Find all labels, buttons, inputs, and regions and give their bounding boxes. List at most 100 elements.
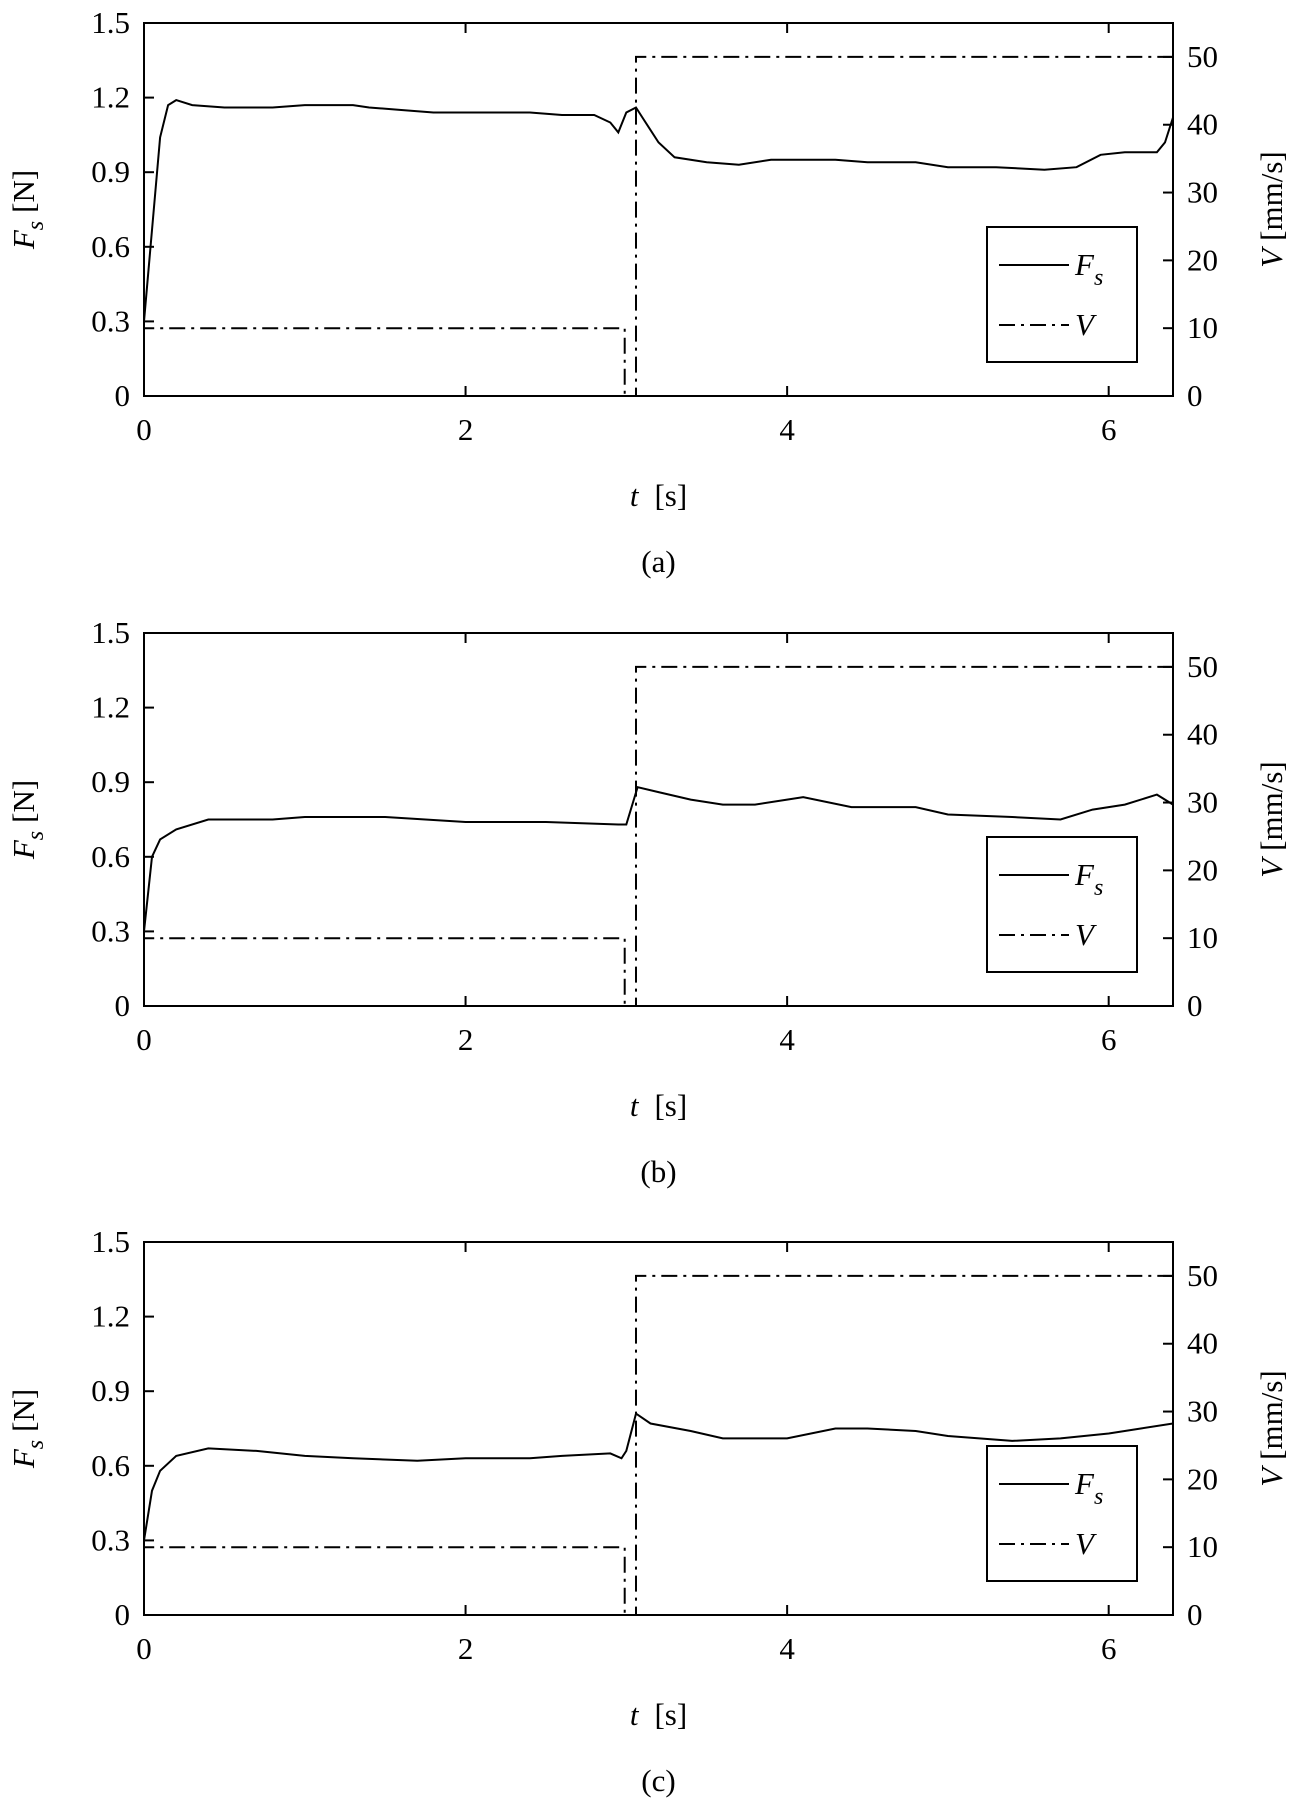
legend-label-name: F: [1074, 857, 1095, 892]
y-axis-label-unit: [N]: [6, 170, 41, 213]
y-axis-label-sub: s: [23, 831, 49, 840]
y2-axis-label-var: V: [1254, 856, 1289, 878]
series-line: [144, 665, 1173, 1007]
y2-tick-label: 40: [1187, 717, 1218, 752]
legend-label-sub: s: [1094, 265, 1103, 291]
y-axis-label: Fs [N]: [6, 780, 49, 860]
y-axis-label-sub: s: [23, 221, 49, 230]
chart-panel: 0 2 4 6 0 0.3 0.6 0.9 1.2 1.5 0 10 20 30 40 50 t [s] (c) Fs…: [6, 1224, 1289, 1798]
panel-caption: (c): [641, 1763, 675, 1798]
x-axis-label-var: t: [630, 1088, 640, 1123]
y-axis-label-unit: [N]: [6, 1389, 41, 1432]
y-axis-label-sub: s: [23, 1440, 49, 1449]
y2-tick-label: 20: [1187, 242, 1218, 277]
series-line: [144, 1411, 1173, 1541]
y-axis-label: Fs [N]: [6, 170, 49, 250]
legend-label: Fs: [1074, 857, 1103, 901]
y-tick-label: 0: [115, 378, 131, 413]
y2-axis-label-var: V: [1254, 1465, 1289, 1487]
y2-tick-label: 20: [1187, 1461, 1218, 1496]
legend-box: [986, 1445, 1138, 1582]
legend-label-name: F: [1074, 247, 1095, 282]
y-axis-label: Fs [N]: [6, 1389, 49, 1469]
y2-tick-label: 10: [1187, 310, 1218, 345]
x-tick-label: 2: [458, 412, 474, 447]
x-axis-label: t [s]: [630, 478, 687, 513]
y2-axis-label-var: V: [1254, 246, 1289, 268]
y-tick-label: 1.2: [91, 690, 130, 725]
y2-tick-label: 30: [1187, 1394, 1218, 1429]
legend-label: V: [1075, 1526, 1097, 1561]
x-tick-label: 4: [779, 1022, 795, 1057]
legend-label: V: [1075, 917, 1097, 952]
chart-panel: 0 2 4 6 0 0.3 0.6 0.9 1.2 1.5 0 10 20 30 40 50 t [s] (a) Fs…: [6, 5, 1289, 579]
legend-label: Fs: [1074, 1466, 1103, 1510]
y2-tick-label: 30: [1187, 785, 1218, 820]
panel-caption: (a): [641, 544, 675, 579]
y2-tick-label: 50: [1187, 649, 1218, 684]
legend: FsV: [986, 1445, 1138, 1582]
x-tick-label: 0: [136, 1022, 152, 1057]
axes-frame: [143, 22, 1174, 397]
series-line: [144, 99, 1173, 322]
y-tick-label: 1.5: [91, 1224, 130, 1259]
axes-frame: [143, 632, 1174, 1007]
x-tick-label: 0: [136, 1631, 152, 1666]
legend-label-name: V: [1075, 1526, 1097, 1561]
y2-tick-label: 0: [1187, 378, 1203, 413]
x-tick-label: 2: [458, 1022, 474, 1057]
plot-area: [144, 1274, 1173, 1616]
y-tick-label: 0.3: [91, 303, 130, 338]
y2-tick-label: 20: [1187, 852, 1218, 887]
y-tick-label: 1.5: [91, 5, 130, 40]
x-axis-label-unit: [s]: [654, 478, 687, 513]
x-tick-label: 6: [1101, 1631, 1117, 1666]
legend-label-sub: s: [1094, 1484, 1103, 1510]
x-axis-label-var: t: [630, 478, 640, 513]
y-tick-label: 0.3: [91, 1522, 130, 1557]
y2-axis-label-unit: [mm/s]: [1254, 761, 1289, 851]
y2-axis-label: V [mm/s]: [1254, 761, 1289, 878]
y2-axis-label: V [mm/s]: [1254, 151, 1289, 268]
x-tick-label: 6: [1101, 412, 1117, 447]
y-tick-label: 0.3: [91, 913, 130, 948]
x-axis-label-var: t: [630, 1697, 640, 1732]
y2-tick-label: 0: [1187, 988, 1203, 1023]
x-axis-label: t [s]: [630, 1088, 687, 1123]
y2-axis-label-unit: [mm/s]: [1254, 1370, 1289, 1460]
x-axis-label-unit: [s]: [654, 1697, 687, 1732]
y2-tick-label: 50: [1187, 1258, 1218, 1293]
x-tick-label: 0: [136, 412, 152, 447]
y-axis-label-unit: [N]: [6, 780, 41, 823]
x-axis-label-unit: [s]: [654, 1088, 687, 1123]
x-tick-label: 6: [1101, 1022, 1117, 1057]
y2-tick-label: 0: [1187, 1597, 1203, 1632]
legend-label-name: F: [1074, 1466, 1095, 1501]
legend-label: V: [1075, 307, 1097, 342]
x-tick-label: 2: [458, 1631, 474, 1666]
series-line: [144, 1274, 1173, 1616]
y-tick-label: 0.6: [91, 839, 130, 874]
legend: FsV: [986, 226, 1138, 363]
panel-caption: (b): [640, 1154, 676, 1189]
y-tick-label: 1.2: [91, 80, 130, 115]
x-tick-label: 4: [779, 1631, 795, 1666]
y-tick-label: 0.6: [91, 1448, 130, 1483]
y2-tick-label: 10: [1187, 1529, 1218, 1564]
y-tick-label: 0.9: [91, 154, 130, 189]
y2-tick-label: 40: [1187, 1326, 1218, 1361]
y2-tick-label: 10: [1187, 920, 1218, 955]
series-line: [144, 55, 1173, 397]
legend-box: [986, 836, 1138, 973]
chart-panel: 0 2 4 6 0 0.3 0.6 0.9 1.2 1.5 0 10 20 30 40 50 t [s] (b) Fs…: [6, 615, 1289, 1189]
legend-label-name: V: [1075, 917, 1097, 952]
y-axis-label-var: F: [6, 229, 41, 250]
legend-box: [986, 226, 1138, 363]
x-axis-label: t [s]: [630, 1697, 687, 1732]
y-tick-label: 1.5: [91, 615, 130, 650]
y2-tick-label: 50: [1187, 39, 1218, 74]
y-tick-label: 0: [115, 1597, 131, 1632]
legend-label-name: V: [1075, 307, 1097, 342]
y2-axis-label-unit: [mm/s]: [1254, 151, 1289, 241]
